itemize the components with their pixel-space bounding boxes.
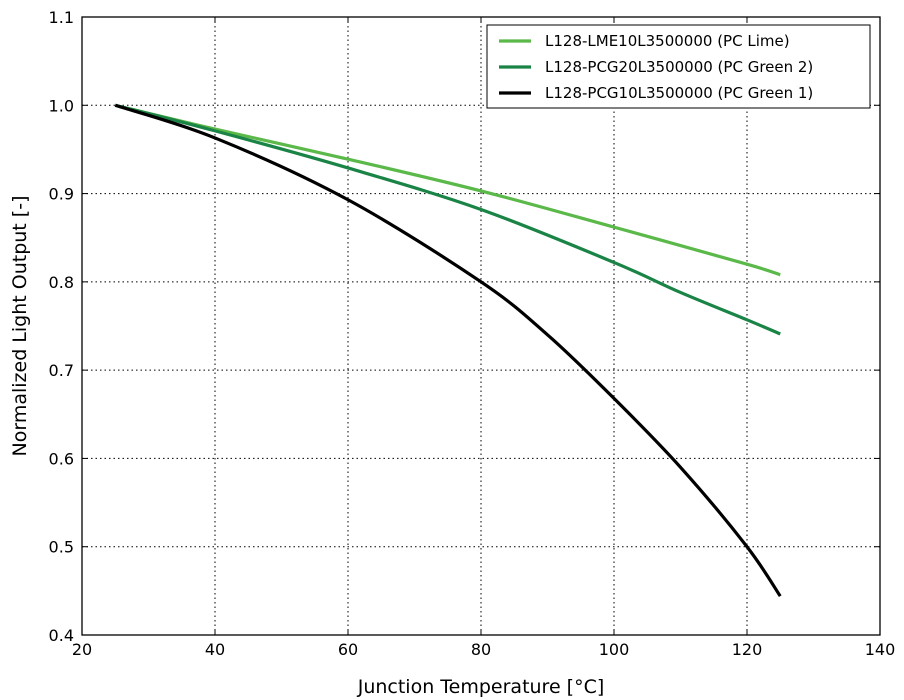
legend-label: L128-LME10L3500000 (PC Lime) (545, 32, 790, 50)
legend-label: L128-PCG20L3500000 (PC Green 2) (545, 58, 813, 76)
x-tick-label: 80 (471, 640, 491, 659)
series-line-3 (114, 103, 782, 598)
y-tick-label: 0.4 (49, 626, 74, 645)
x-tick-label: 20 (72, 640, 92, 659)
legend-label: L128-PCG10L3500000 (PC Green 1) (545, 84, 813, 102)
y-tick-label: 0.8 (49, 273, 74, 292)
x-tick-label: 140 (865, 640, 896, 659)
y-tick-label: 1.1 (49, 8, 74, 27)
x-tick-label: 60 (338, 640, 358, 659)
legend: L128-LME10L3500000 (PC Lime) L128-PCG20L3… (486, 24, 871, 109)
y-tick-label: 0.9 (49, 185, 74, 204)
x-tick-label: 40 (205, 640, 225, 659)
axis-ticks: 20 40 60 80 100 120 140 0.4 0.5 0.6 0.7 0.8 0.9 1.0 1.… (49, 8, 896, 659)
y-tick-label: 0.7 (49, 361, 74, 380)
y-axis-label: Normalized Light Output [-] (9, 196, 31, 457)
x-tick-label: 120 (732, 640, 763, 659)
y-tick-label: 0.5 (49, 538, 74, 557)
legend-box (486, 24, 871, 109)
series-line-1 (114, 103, 781, 277)
series-line-2 (114, 103, 781, 336)
y-tick-label: 1.0 (49, 96, 74, 115)
x-tick-label: 100 (599, 640, 630, 659)
series-layer (114, 103, 782, 598)
x-axis-label: Junction Temperature [°C] (357, 676, 605, 698)
y-tick-label: 0.6 (49, 449, 74, 468)
